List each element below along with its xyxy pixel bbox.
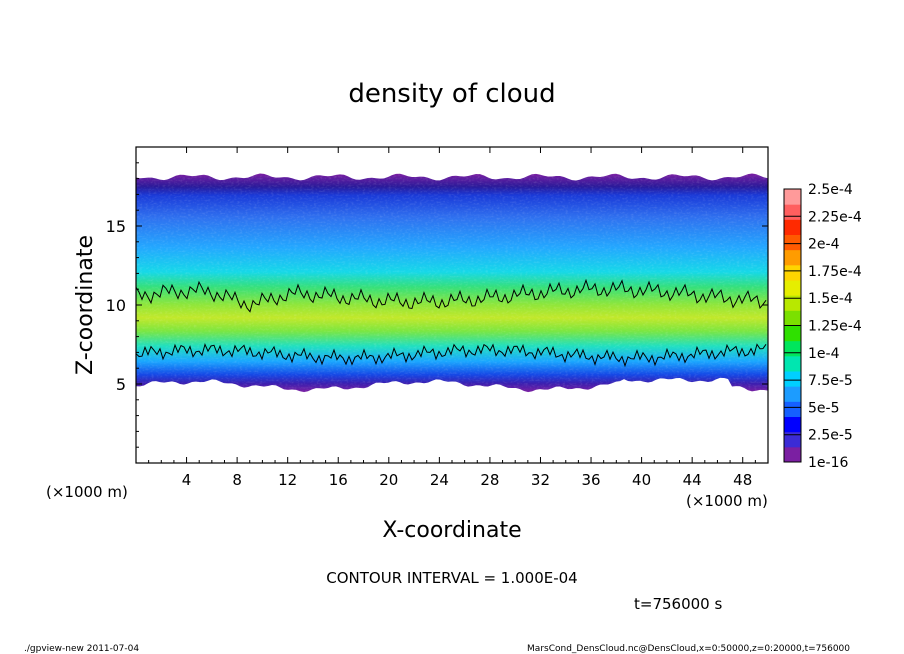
source-label: MarsCond_DensCloud.nc@DensCloud,x=0:5000…	[527, 644, 850, 654]
colorbar-swatch-15	[784, 219, 801, 235]
colorbar-swatch-10	[784, 295, 801, 311]
x-tick-label: 32	[531, 471, 550, 489]
x-tick-label: 20	[379, 471, 398, 489]
contour-interval: CONTOUR INTERVAL = 1.000E-04	[326, 569, 577, 587]
colorbar-swatch-14	[784, 234, 801, 251]
colorbar-swatch-16	[784, 204, 801, 220]
x-tick-label: 4	[182, 471, 192, 489]
colorbar-swatch-12	[784, 264, 801, 281]
colorbar-swatch-3	[784, 401, 801, 417]
x-axis-label: X-coordinate	[382, 518, 521, 543]
colorbar-label: 2.5e-4	[808, 182, 853, 198]
x-tick-label: 8	[232, 471, 242, 489]
colorbar-label: 1.5e-4	[808, 291, 853, 307]
colorbar-swatch-4	[784, 386, 801, 402]
y-axis-ticks: 5 10 15	[106, 162, 768, 448]
colorbar-label: 1e-4	[808, 346, 840, 362]
x-unit-left: (×1000 m)	[46, 483, 128, 501]
colorbar-swatch-8	[784, 325, 801, 342]
x-unit-right: (×1000 m)	[686, 492, 768, 510]
x-tick-label: 24	[430, 471, 449, 489]
colorbar-label: 1.75e-4	[808, 264, 862, 280]
colorbar-swatch-2	[784, 416, 801, 433]
colorbar-swatch-1	[784, 431, 801, 448]
x-tick-label: 28	[480, 471, 499, 489]
colorbar-label: 2.5e-5	[808, 428, 853, 444]
contour-line-upper	[136, 278, 767, 313]
colorbar-swatch-7	[784, 340, 801, 357]
x-tick-label: 40	[632, 471, 651, 489]
colorbar-swatch-11	[784, 280, 801, 296]
y-tick-label: 15	[106, 217, 126, 236]
colorbar-swatch-13	[784, 249, 801, 266]
colorbar-label: 1e-16	[808, 455, 848, 471]
heatmap-field	[136, 173, 768, 393]
x-tick-label: 48	[733, 471, 752, 489]
colorbar: 1e-16 2.5e-5 5e-5 7.5e-5 1e-4 1.25e-4 1.5e-4 1.…	[783, 182, 862, 471]
program-label: ./gpview-new 2011-07-04	[24, 644, 139, 654]
colorbar-swatch-0	[784, 446, 801, 463]
x-tick-label: 44	[683, 471, 702, 489]
colorbar-swatch-17	[784, 189, 801, 205]
colorbar-label: 1.25e-4	[808, 319, 862, 335]
chart-title: density of cloud	[348, 79, 555, 109]
colorbar-label: 2e-4	[808, 237, 840, 253]
colorbar-label: 2.25e-4	[808, 209, 862, 225]
colorbar-swatch-6	[784, 355, 801, 372]
colorbar-label: 5e-5	[808, 400, 839, 416]
x-tick-label: 36	[581, 471, 600, 489]
time-label: t=756000 s	[634, 595, 722, 613]
y-tick-label: 5	[116, 375, 126, 394]
contour-line-lower	[136, 343, 767, 368]
x-tick-label: 16	[329, 471, 348, 489]
colorbar-label: 7.5e-5	[808, 373, 853, 389]
x-tick-label: 12	[278, 471, 297, 489]
y-axis-label: Z-coordinate	[73, 235, 98, 375]
colorbar-swatch-5	[784, 371, 801, 387]
x-axis-ticks: 4 8 12 16 20 24 28 32 36 40 44 48	[148, 147, 756, 489]
y-tick-label: 10	[106, 296, 126, 315]
colorbar-swatch-9	[784, 310, 801, 326]
cloud-texture	[136, 173, 768, 393]
